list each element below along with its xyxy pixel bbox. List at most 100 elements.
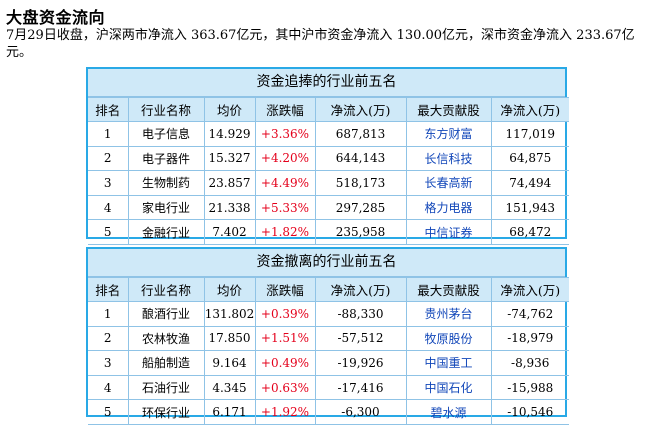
net-inflow-cell: -19,926 [314,350,407,376]
rank-cell: 5 [88,219,129,245]
col-net-inflow-header: 净流入(万) [314,97,407,122]
rank-cell: 1 [88,121,129,147]
avg-price-cell: 21.338 [203,194,256,221]
inflow-table: 排名 行业名称 均价 涨跌幅 净流入(万) 最大贡献股 净流入(万) 1 电子信息… [88,97,569,245]
top-stock-link[interactable]: 长信科技 [405,145,492,172]
stock-inflow-cell: 117,019 [490,121,569,147]
rank-cell: 4 [88,374,129,401]
industry-cell: 金融行业 [127,219,205,245]
net-inflow-cell: 297,285 [314,194,407,221]
stock-inflow-cell: -74,762 [490,301,569,327]
col-change-header: 涨跌幅 [254,277,316,302]
rank-cell: 2 [88,325,129,352]
avg-price-cell: 15.327 [203,145,256,172]
top-stock-link[interactable]: 中国石化 [405,374,492,401]
inflow-panel: 资金追捧的行业前五名 排名 行业名称 均价 涨跌幅 净流入(万) 最大贡献股 净… [86,67,569,245]
stock-inflow-cell: 68,472 [490,219,569,245]
stock-inflow-cell: 64,875 [490,145,569,172]
rank-cell: 4 [88,194,129,221]
table-row: 4 家电行业 21.338 +5.33% 297,285 格力电器 151,943 [88,194,569,221]
rank-cell: 1 [88,301,129,327]
avg-price-cell: 6.171 [203,399,256,425]
avg-price-cell: 14.929 [203,121,256,147]
stock-inflow-cell: 74,494 [490,170,569,196]
col-top-stock-header: 最大贡献股 [405,277,492,302]
change-cell: +1.82% [254,219,316,245]
net-inflow-cell: 235,958 [314,219,407,245]
top-stock-link[interactable]: 牧原股份 [405,325,492,352]
avg-price-cell: 7.402 [203,219,256,245]
stock-inflow-cell: -18,979 [490,325,569,352]
industry-cell: 生物制药 [127,170,205,196]
avg-price-cell: 23.857 [203,170,256,196]
industry-cell: 农林牧渔 [127,325,205,352]
col-top-stock-header: 最大贡献股 [405,97,492,122]
table-row: 1 电子信息 14.929 +3.36% 687,813 东方财富 117,019 [88,121,569,147]
table-row: 5 金融行业 7.402 +1.82% 235,958 中信证券 68,472 [88,219,569,245]
rank-cell: 3 [88,350,129,376]
page-title: 大盘资金流向 [6,8,106,27]
top-stock-link[interactable]: 贵州茅台 [405,301,492,327]
stock-inflow-cell: 151,943 [490,194,569,221]
table-row: 4 石油行业 4.345 +0.63% -17,416 中国石化 -15,988 [88,374,569,401]
industry-cell: 酿酒行业 [127,301,205,327]
top-stock-link[interactable]: 长春高新 [405,170,492,196]
rank-cell: 3 [88,170,129,196]
top-stock-link[interactable]: 格力电器 [405,194,492,221]
change-cell: +4.20% [254,145,316,172]
stock-inflow-cell: -10,546 [490,399,569,425]
col-net-inflow-header: 净流入(万) [314,277,407,302]
table-row: 5 环保行业 6.171 +1.92% -6,300 碧水源 -10,546 [88,399,569,425]
outflow-table: 排名 行业名称 均价 涨跌幅 净流入(万) 最大贡献股 净流入(万) 1 酿酒行业… [88,277,569,425]
col-change-header: 涨跌幅 [254,97,316,122]
industry-cell: 石油行业 [127,374,205,401]
top-stock-link[interactable]: 中国重工 [405,350,492,376]
net-inflow-cell: -6,300 [314,399,407,425]
net-inflow-cell: -17,416 [314,374,407,401]
avg-price-cell: 17.850 [203,325,256,352]
industry-cell: 船舶制造 [127,350,205,376]
col-industry-header: 行业名称 [127,97,205,122]
change-cell: +3.36% [254,121,316,147]
rank-cell: 2 [88,145,129,172]
table-row: 2 电子器件 15.327 +4.20% 644,143 长信科技 64,875 [88,145,569,172]
col-stock-inflow-header: 净流入(万) [490,277,569,302]
change-cell: +1.51% [254,325,316,352]
col-rank-header: 排名 [88,277,129,302]
table-row: 2 农林牧渔 17.850 +1.51% -57,512 牧原股份 -18,979 [88,325,569,352]
rank-cell: 5 [88,399,129,425]
change-cell: +0.39% [254,301,316,327]
stock-inflow-cell: -8,936 [490,350,569,376]
industry-cell: 环保行业 [127,399,205,425]
outflow-table-title: 资金撤离的行业前五名 [88,249,565,277]
outflow-header-row: 排名 行业名称 均价 涨跌幅 净流入(万) 最大贡献股 净流入(万) [88,277,569,302]
net-inflow-cell: 644,143 [314,145,407,172]
change-cell: +0.63% [254,374,316,401]
col-rank-header: 排名 [88,97,129,122]
net-inflow-cell: -57,512 [314,325,407,352]
change-cell: +0.49% [254,350,316,376]
avg-price-cell: 131.802 [203,301,256,327]
col-stock-inflow-header: 净流入(万) [490,97,569,122]
table-row: 1 酿酒行业 131.802 +0.39% -88,330 贵州茅台 -74,762 [88,301,569,327]
inflow-header-row: 排名 行业名称 均价 涨跌幅 净流入(万) 最大贡献股 净流入(万) [88,97,569,122]
col-industry-header: 行业名称 [127,277,205,302]
inflow-table-title: 资金追捧的行业前五名 [88,69,565,97]
industry-cell: 家电行业 [127,194,205,221]
table-row: 3 船舶制造 9.164 +0.49% -19,926 中国重工 -8,936 [88,350,569,376]
change-cell: +1.92% [254,399,316,425]
top-stock-link[interactable]: 碧水源 [405,399,492,425]
top-stock-link[interactable]: 东方财富 [405,121,492,147]
col-avg-price-header: 均价 [203,97,256,122]
avg-price-cell: 4.345 [203,374,256,401]
change-cell: +4.49% [254,170,316,196]
net-inflow-cell: 518,173 [314,170,407,196]
net-inflow-cell: -88,330 [314,301,407,327]
col-avg-price-header: 均价 [203,277,256,302]
stock-inflow-cell: -15,988 [490,374,569,401]
industry-cell: 电子器件 [127,145,205,172]
table-row: 3 生物制药 23.857 +4.49% 518,173 长春高新 74,494 [88,170,569,196]
change-cell: +5.33% [254,194,316,221]
top-stock-link[interactable]: 中信证券 [405,219,492,245]
avg-price-cell: 9.164 [203,350,256,376]
